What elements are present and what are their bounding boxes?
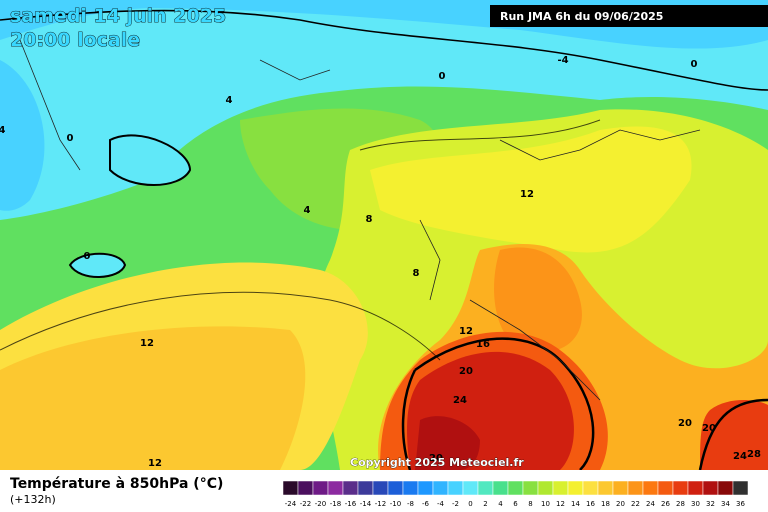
colorbar-tick-label: 20 [616,500,625,508]
colorbar-tick-label: -18 [330,500,341,508]
contour-label: 0 [84,251,91,262]
contour-label: 8 [366,214,373,225]
contour-label: 20 [702,423,716,434]
colorbar-tick-label: 22 [631,500,640,508]
color-swatch [477,480,494,496]
map-background [0,0,768,471]
colorbar-tick-label: -10 [390,500,401,508]
color-swatch [687,480,704,496]
contour-label: 12 [459,326,473,337]
color-swatch [297,480,314,496]
contour-label: 4 [304,205,311,216]
colorbar-tick-label: 18 [601,500,610,508]
contour-label: 24 [733,451,747,462]
contour-label: 16 [476,339,490,350]
contour-label: 20 [678,418,692,429]
contour-label: 4 [226,95,233,106]
colorbar-tick-label: -14 [360,500,372,508]
colorbar-tick-label: 28 [676,500,685,508]
run-text: Run JMA 6h du 09/06/2025 [500,10,663,23]
lead-time: (+132h) [10,493,56,506]
colorbar-tick-label: 32 [706,500,715,508]
contour-label: -4 [557,55,568,66]
colorbar-tick-label: 24 [646,500,655,508]
colorbar-tick-label: -8 [407,500,414,508]
time-title: 20:00 locale [10,29,140,51]
color-swatch [342,480,359,496]
colorbar-tick-label: -22 [300,500,311,508]
colorbar-tick-label: 14 [571,500,580,508]
color-swatch [642,480,659,496]
color-swatch [537,480,554,496]
colorbar-tick-label: 8 [528,500,532,508]
contour-label: 24 [453,395,467,406]
colorbar-tick-label: 26 [661,500,670,508]
colorbar-tick-label: -4 [437,500,445,508]
colorbar-tick-label: -20 [315,500,326,508]
contour-label: 12 [140,338,154,349]
color-swatch [732,480,749,496]
colorbar-tick-label: 4 [498,500,503,508]
colorbar-tick-label: -16 [345,500,357,508]
colorbar-tick-label: 12 [556,500,565,508]
colorbar-tick-label: 34 [721,500,730,508]
color-swatch [462,480,479,496]
date-title: samedi 14 juin 2025 [10,5,226,27]
colorbar-tick-label: -12 [375,500,386,508]
colorbar-tick-label: 6 [513,500,518,508]
color-swatch [657,480,674,496]
color-swatch [432,480,449,496]
color-swatch [402,480,419,496]
colorbar-tick-label: -6 [422,500,430,508]
color-swatch [717,480,734,496]
contour-label: 0 [439,71,446,82]
contour-label: 20 [459,366,473,377]
color-swatch [372,480,389,496]
color-swatch [612,480,629,496]
color-swatch [627,480,644,496]
contour-label: 4 [0,125,6,136]
color-swatch [597,480,614,496]
colorbar-tick-label: -2 [452,500,459,508]
colorbar-tick-label: 10 [541,500,550,508]
color-swatch [672,480,689,496]
color-swatch [387,480,404,496]
color-swatch [492,480,509,496]
contour-label: 28 [747,449,761,460]
color-swatch [417,480,434,496]
contour-label: 12 [520,189,534,200]
color-swatch [702,480,719,496]
colorbar-tick-label: -24 [285,500,297,508]
contour-label: 0 [67,133,74,144]
color-swatch [327,480,344,496]
legend-title: Température à 850hPa (°C) [10,476,223,492]
color-swatch [282,480,299,496]
colorbar-tick-label: 16 [586,500,595,508]
colorbar: -24 -22 -20 -18 -16 -14 -12 -10 -8 -6 -4 -2 0 2 4 6 8 10 1… [282,480,749,508]
colorbar-tick-label: 36 [736,500,745,508]
contour-label: 20 [429,453,443,464]
color-swatch [522,480,539,496]
color-swatch [582,480,599,496]
color-swatch [552,480,569,496]
run-box [490,5,768,27]
color-swatch [447,480,464,496]
color-swatch [357,480,374,496]
color-swatch [507,480,524,496]
colorbar-tick-label: 30 [691,500,700,508]
copyright: Copyright 2025 Meteociel.fr [350,456,524,469]
contour-label: 8 [413,268,420,279]
colorbar-tick-label: 2 [483,500,487,508]
contour-label: 0 [691,59,698,70]
color-swatch [312,480,329,496]
colorbar-tick-label: 0 [468,500,472,508]
contour-label: 12 [148,458,162,469]
color-swatch [567,480,584,496]
